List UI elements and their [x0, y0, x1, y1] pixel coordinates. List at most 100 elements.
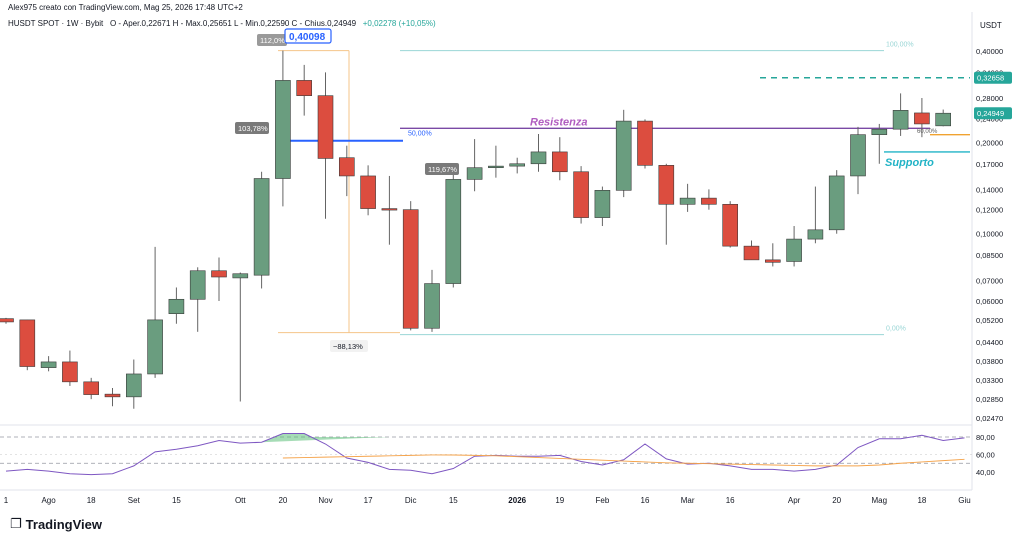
candle-body — [850, 134, 866, 177]
rsi-tick-label: 40,00 — [976, 468, 995, 477]
candle-body — [509, 163, 526, 167]
x-tick-label: 2026 — [508, 496, 526, 505]
rsi-tick-label: 60,00 — [976, 451, 995, 460]
candle-body — [381, 208, 398, 211]
y-tick-label: 0,02470 — [976, 414, 1003, 423]
x-tick-label: 15 — [172, 496, 181, 505]
x-tick-label: Nov — [318, 496, 332, 505]
candle-body — [573, 171, 589, 218]
drawdown-label-box — [330, 340, 368, 352]
y-tick-label: 0,17000 — [976, 160, 1003, 169]
rsi-overbought-fill — [261, 433, 390, 443]
candle-body — [871, 128, 888, 135]
target-price-text: 0,32658 — [977, 74, 1004, 83]
y-tick-label: 0,28000 — [976, 94, 1003, 103]
candle-body — [764, 259, 781, 263]
high-pct-label: 112,0% — [260, 36, 285, 45]
candle-body — [168, 298, 185, 314]
candle-body — [828, 175, 845, 231]
y-tick-label: 0,10000 — [976, 230, 1003, 239]
symbol-label[interactable]: HUSDT SPOT · 1W · Bybit — [8, 19, 104, 28]
candle-body — [722, 203, 739, 247]
pct-119-label-box — [425, 163, 459, 175]
candle-body — [935, 112, 952, 127]
x-tick-label: Mag — [872, 496, 888, 505]
candle-body — [914, 112, 930, 125]
y-tick-label: 0,03800 — [976, 357, 1003, 366]
x-tick-label: Set — [128, 496, 141, 505]
y-tick-label: 0,08500 — [976, 251, 1003, 260]
y-tick-label: 0,40000 — [976, 47, 1003, 56]
candle-body — [743, 245, 760, 261]
candle-body — [466, 167, 483, 180]
candle-body — [551, 151, 568, 173]
candle-body — [679, 197, 696, 205]
x-tick-label: Feb — [596, 496, 610, 505]
x-tick-label: 20 — [278, 496, 287, 505]
brand-label: TradingView — [25, 516, 102, 532]
current-price-text: 0,24949 — [977, 109, 1004, 118]
tradingview-brand[interactable]: ❐ TradingView — [10, 516, 102, 532]
small-percent-label: 60,00% — [917, 129, 938, 135]
y-tick-label: 0,07000 — [976, 277, 1003, 286]
candle-body — [445, 179, 462, 284]
y-tick-label: 0,20000 — [976, 138, 1003, 147]
pct-103-label: 103,78% — [238, 124, 268, 133]
drawdown-label: −88,13% — [333, 342, 363, 351]
y-tick-label: 0,12000 — [976, 206, 1003, 215]
candle-body — [104, 393, 121, 398]
candle-body — [807, 229, 824, 240]
x-tick-label: Dic — [405, 496, 417, 505]
candle-body — [232, 273, 249, 279]
fib-0-label: 0,00% — [886, 326, 906, 333]
high-pct-label-box — [257, 34, 287, 46]
x-tick-label: 19 — [555, 496, 564, 505]
chart-credit: Alex975 creato con TradingView.com, Mag … — [8, 3, 243, 12]
pct-103-label-box — [235, 122, 269, 134]
fib-100-label: 100,00% — [886, 42, 914, 49]
candle-body — [892, 110, 909, 130]
x-tick-label: 18 — [917, 496, 926, 505]
candle-body — [40, 361, 57, 368]
x-tick-label: 20 — [832, 496, 841, 505]
current-price-tag — [974, 107, 1012, 120]
candle-body — [488, 165, 504, 169]
candle-body — [62, 361, 78, 383]
x-tick-label: 16 — [726, 496, 735, 505]
candle-body — [658, 165, 675, 205]
rsi-ma-line — [282, 454, 965, 467]
candle-body — [701, 197, 717, 205]
candle-body — [637, 120, 653, 166]
candle-body — [402, 209, 419, 329]
candle-body — [360, 175, 376, 209]
candle-body — [594, 190, 611, 218]
candle-body — [0, 318, 14, 323]
y-tick-label: 0,03300 — [976, 376, 1003, 385]
support-label: Supporto — [885, 157, 934, 169]
candle-body — [83, 381, 99, 395]
y-tick-label: 0,06000 — [976, 297, 1003, 306]
x-tick-label: Ott — [235, 496, 246, 505]
rsi-line — [5, 433, 965, 476]
rsi-tick-label: 80,00 — [976, 433, 995, 442]
ohlc-legend: HUSDT SPOT · 1W · Bybit O - Aper.0,22671… — [8, 19, 436, 28]
candle-body — [530, 151, 547, 165]
x-tick-label: Apr — [788, 496, 801, 505]
high-price-label: 0,40098 — [289, 32, 326, 43]
x-tick-label: Ago — [41, 496, 56, 505]
candle-body — [275, 80, 291, 179]
x-tick-label: 17 — [364, 496, 373, 505]
candle-body — [147, 319, 163, 375]
candle-body — [19, 319, 36, 367]
ohlc-values: O - Aper.0,22671 H - Max.0,25651 L - Min… — [109, 19, 357, 28]
price-change: +0,02278 (+10,05%) — [362, 19, 436, 28]
candle-body — [424, 283, 440, 329]
candle-body — [615, 120, 632, 191]
candle-body — [317, 95, 334, 159]
price-axis-title: USDT — [980, 21, 1002, 30]
x-tick-label: 1 — [4, 496, 9, 505]
candle-body — [338, 157, 355, 177]
candle-body — [253, 178, 270, 276]
candle-body — [296, 80, 313, 96]
